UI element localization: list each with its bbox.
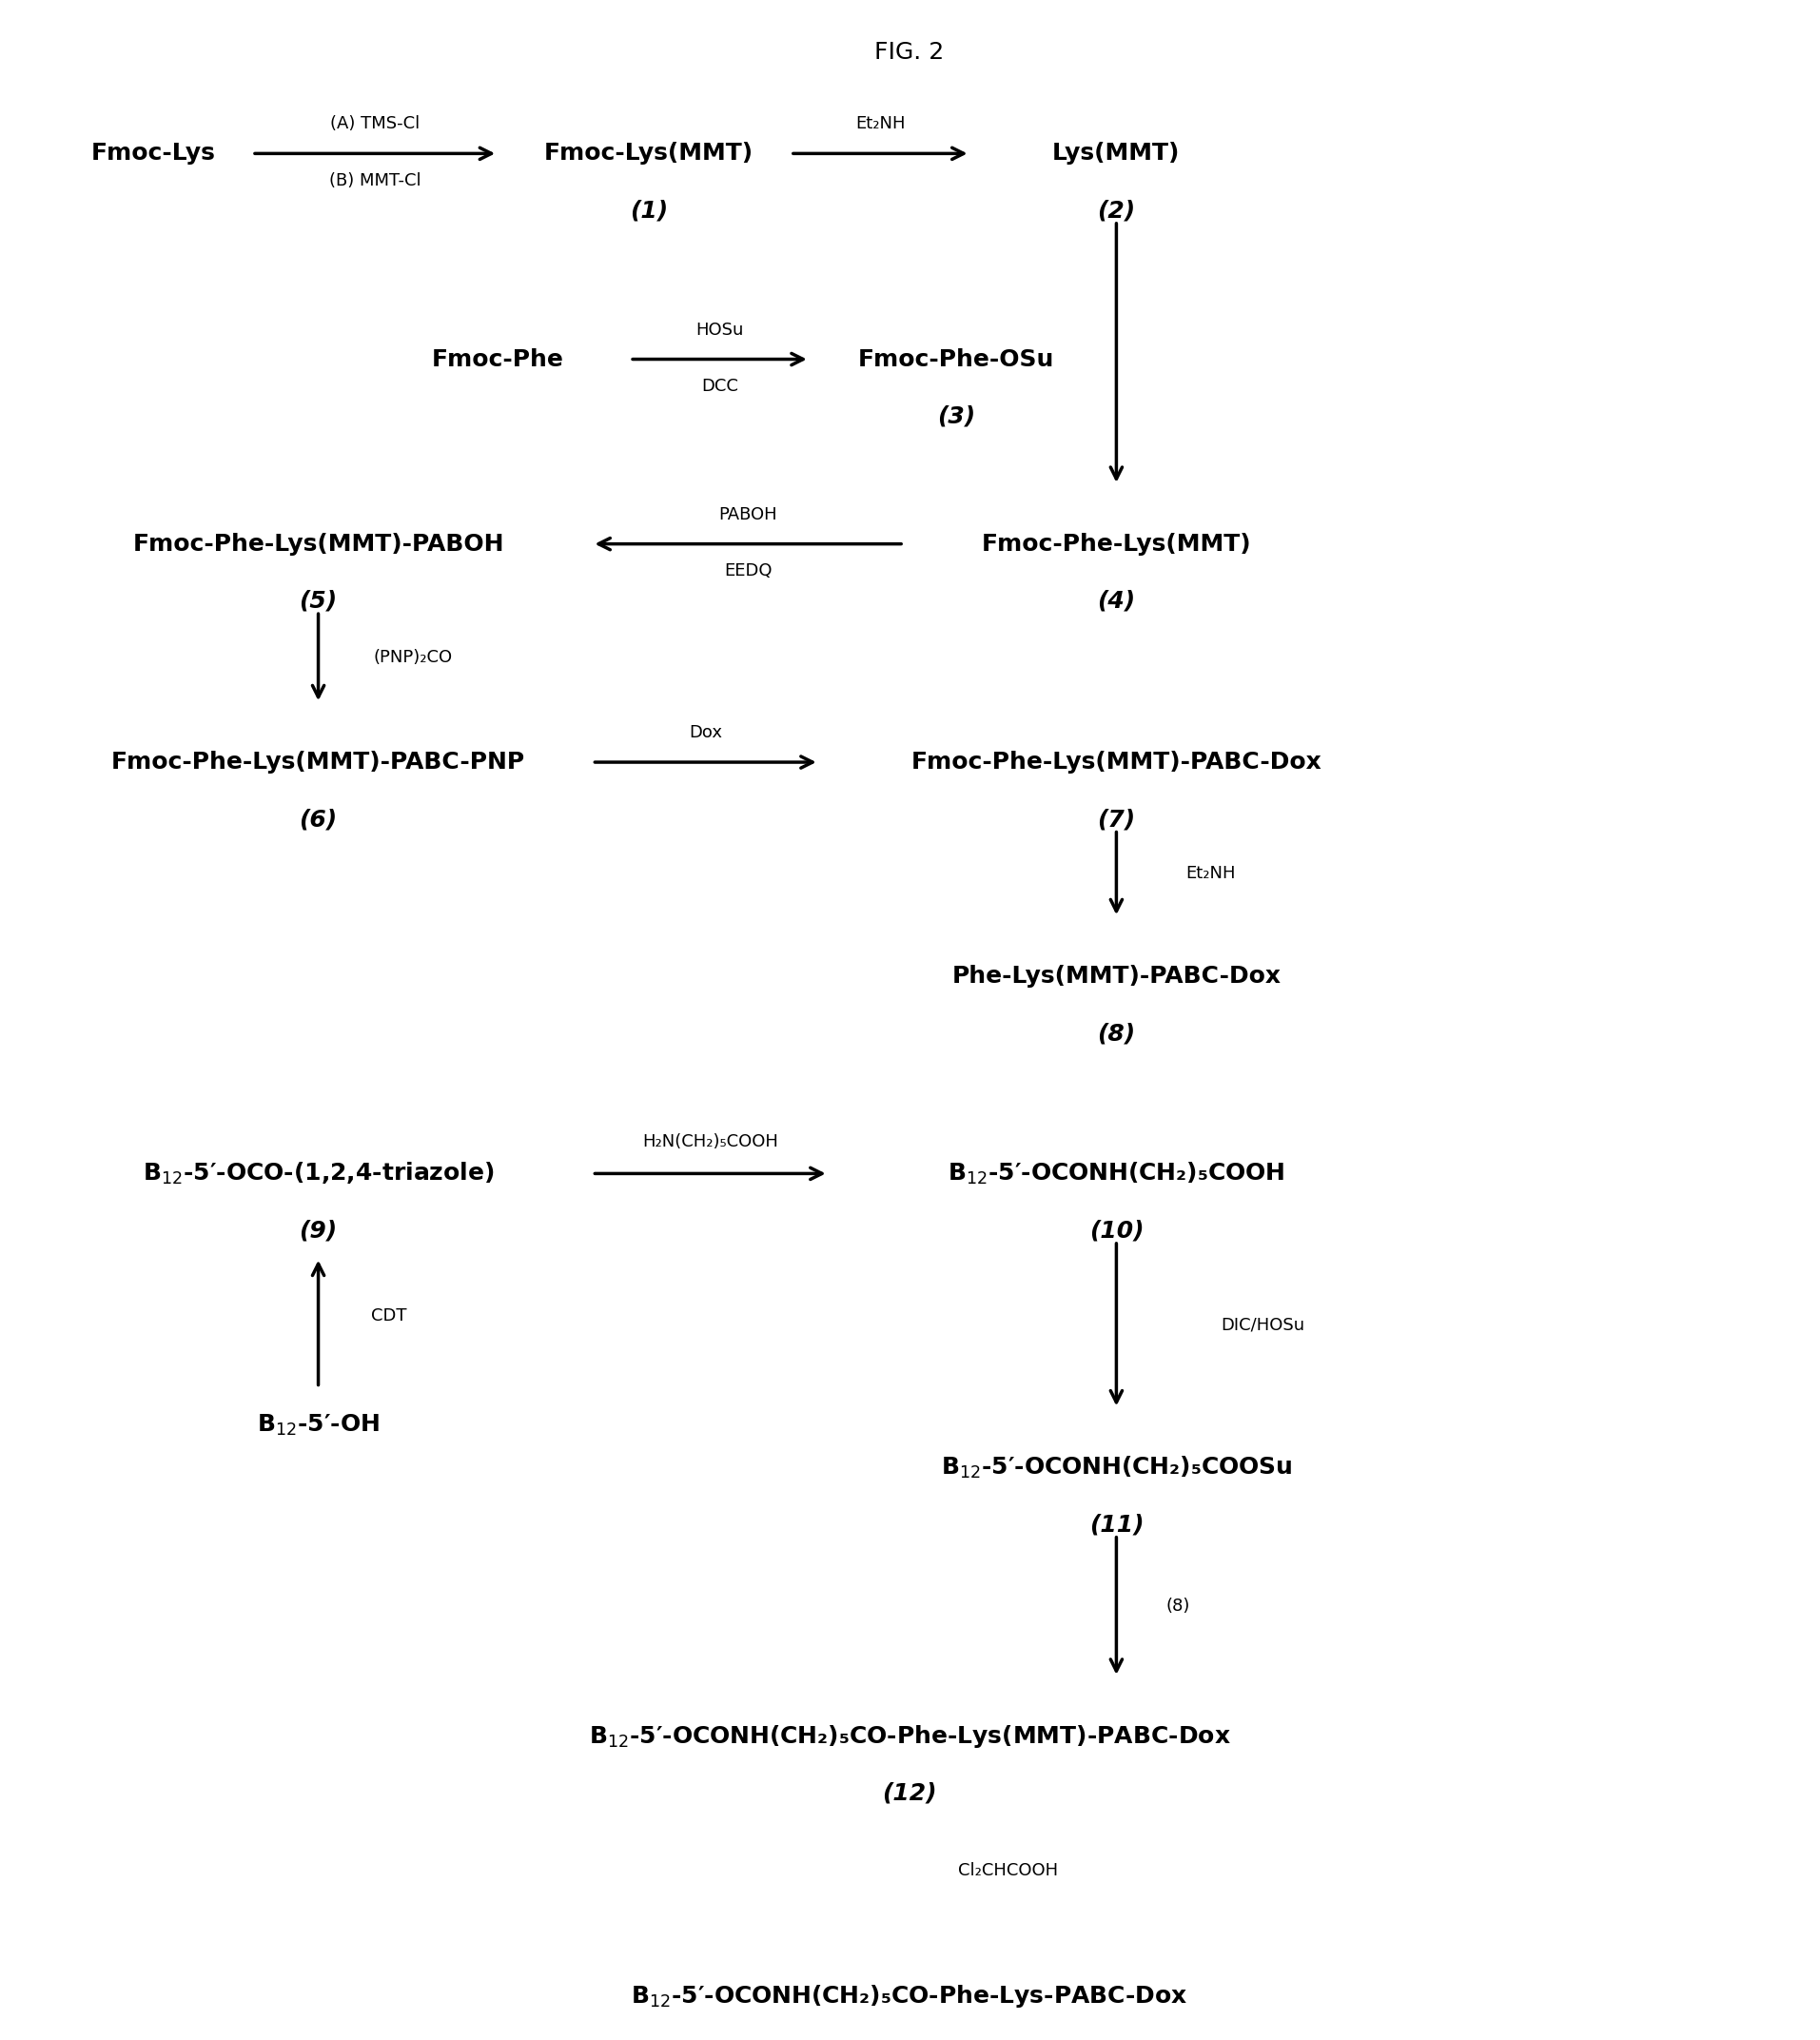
- Text: CDT: CDT: [371, 1308, 408, 1324]
- Text: Cl₂CHCOOH: Cl₂CHCOOH: [957, 1863, 1057, 1879]
- Text: (1): (1): [630, 200, 668, 222]
- Text: B$_{12}$-5′-OCONH(CH₂)₅COOH: B$_{12}$-5′-OCONH(CH₂)₅COOH: [948, 1161, 1285, 1187]
- Text: HOSu: HOSu: [695, 320, 744, 339]
- Text: H₂N(CH₂)₅COOH: H₂N(CH₂)₅COOH: [642, 1132, 779, 1151]
- Text: Phe-Lys(MMT)-PABC-Dox: Phe-Lys(MMT)-PABC-Dox: [952, 965, 1281, 987]
- Text: B$_{12}$-5′-OCONH(CH₂)₅CO-Phe-Lys-PABC-Dox: B$_{12}$-5′-OCONH(CH₂)₅CO-Phe-Lys-PABC-D…: [632, 1983, 1188, 2009]
- Text: (B) MMT-Cl: (B) MMT-Cl: [329, 171, 420, 190]
- Text: DCC: DCC: [701, 377, 739, 394]
- Text: (8): (8): [1097, 1022, 1136, 1044]
- Text: (PNP)₂CO: (PNP)₂CO: [373, 649, 453, 665]
- Text: Fmoc-Lys(MMT): Fmoc-Lys(MMT): [544, 143, 753, 165]
- Text: B$_{12}$-5′-OH: B$_{12}$-5′-OH: [257, 1414, 380, 1438]
- Text: Dox: Dox: [690, 724, 723, 741]
- Text: PABOH: PABOH: [719, 506, 777, 522]
- Text: Fmoc-Phe-OSu: Fmoc-Phe-OSu: [857, 347, 1054, 371]
- Text: Fmoc-Phe-Lys(MMT)-PABC-Dox: Fmoc-Phe-Lys(MMT)-PABC-Dox: [912, 751, 1321, 773]
- Text: DIC/HOSu: DIC/HOSu: [1221, 1316, 1305, 1334]
- Text: (10): (10): [1088, 1220, 1143, 1242]
- Text: (9): (9): [298, 1220, 337, 1242]
- Text: EEDQ: EEDQ: [724, 563, 772, 579]
- Text: (12): (12): [883, 1781, 937, 1805]
- Text: (7): (7): [1097, 808, 1136, 830]
- Text: B$_{12}$-5′-OCONH(CH₂)₅COOSu: B$_{12}$-5′-OCONH(CH₂)₅COOSu: [941, 1455, 1292, 1481]
- Text: FIG. 2: FIG. 2: [875, 41, 945, 63]
- Text: Fmoc-Lys: Fmoc-Lys: [91, 143, 215, 165]
- Text: B$_{12}$-5′-OCONH(CH₂)₅CO-Phe-Lys(MMT)-PABC-Dox: B$_{12}$-5′-OCONH(CH₂)₅CO-Phe-Lys(MMT)-P…: [588, 1722, 1230, 1750]
- Text: (5): (5): [298, 590, 337, 612]
- Text: (3): (3): [937, 404, 976, 428]
- Text: (11): (11): [1088, 1514, 1143, 1536]
- Text: B$_{12}$-5′-OCO-(1,2,4-triazole): B$_{12}$-5′-OCO-(1,2,4-triazole): [142, 1161, 493, 1187]
- Text: Lys(MMT): Lys(MMT): [1052, 143, 1181, 165]
- Text: (8): (8): [1165, 1597, 1190, 1614]
- Text: Fmoc-Phe-Lys(MMT)-PABOH: Fmoc-Phe-Lys(MMT)-PABOH: [133, 532, 504, 555]
- Text: Fmoc-Phe-Lys(MMT)-PABC-PNP: Fmoc-Phe-Lys(MMT)-PABC-PNP: [111, 751, 526, 773]
- Text: (2): (2): [1097, 200, 1136, 222]
- Text: Et₂NH: Et₂NH: [1187, 865, 1236, 881]
- Text: (4): (4): [1097, 590, 1136, 612]
- Text: Et₂NH: Et₂NH: [855, 116, 905, 133]
- Text: Fmoc-Phe: Fmoc-Phe: [431, 347, 564, 371]
- Text: (A) TMS-Cl: (A) TMS-Cl: [329, 116, 420, 133]
- Text: (6): (6): [298, 808, 337, 830]
- Text: Fmoc-Phe-Lys(MMT): Fmoc-Phe-Lys(MMT): [981, 532, 1252, 555]
